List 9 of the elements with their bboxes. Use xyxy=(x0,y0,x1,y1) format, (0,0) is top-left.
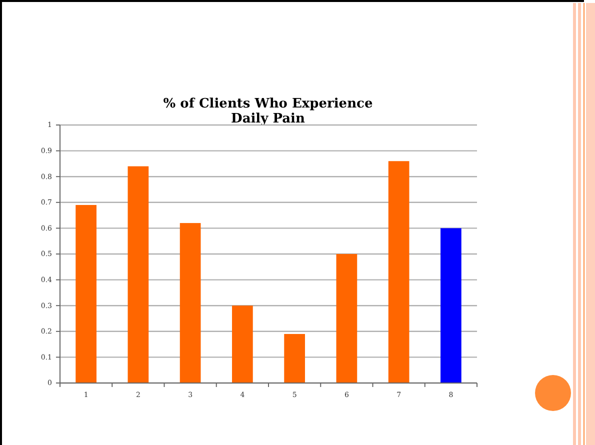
chart-title: % of Clients Who Experience Daily Pain xyxy=(163,96,373,127)
bar xyxy=(76,204,96,383)
bar xyxy=(180,223,201,383)
bar xyxy=(388,161,410,383)
bar xyxy=(336,254,358,383)
bar xyxy=(128,166,149,383)
bar xyxy=(440,228,462,383)
bar xyxy=(232,306,253,383)
bar xyxy=(284,334,305,383)
